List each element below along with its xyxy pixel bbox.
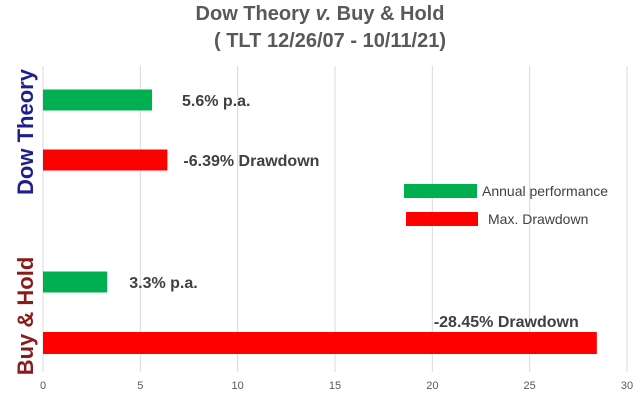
group-label-dow-theory: Dow Theory xyxy=(13,68,38,195)
x-tick-label-25: 25 xyxy=(524,380,536,392)
x-tick-label-0: 0 xyxy=(40,380,46,392)
legend-swatch-max-drawdown xyxy=(406,212,478,226)
x-tick-label-5: 5 xyxy=(137,380,143,392)
legend-label-max-drawdown: Max. Drawdown xyxy=(488,211,588,227)
data-label-3: -28.45% Drawdown xyxy=(434,314,579,331)
data-label-2: 3.3% p.a. xyxy=(129,275,197,292)
x-tick-label-30: 30 xyxy=(621,380,633,392)
x-axis-ticks: 0 5 10 15 20 25 30 xyxy=(40,380,633,392)
bar-2 xyxy=(43,271,108,293)
chart-title-line2: ( TLT 12/26/07 - 10/11/21) xyxy=(214,30,446,52)
x-tick-label-20: 20 xyxy=(426,380,438,392)
bar-3 xyxy=(43,332,597,354)
bar-0 xyxy=(43,89,153,111)
group-label-buy-and-hold: Buy & Hold xyxy=(13,257,38,376)
legend-label-annual-performance: Annual performance xyxy=(482,183,608,199)
chart-title-line1: Dow Theory v. Buy & Hold xyxy=(196,3,445,25)
x-tick-label-15: 15 xyxy=(329,380,341,392)
legend-swatch-annual-performance xyxy=(404,184,477,198)
bars xyxy=(43,89,597,354)
x-tick-label-10: 10 xyxy=(232,380,244,392)
data-labels: 5.6% p.a. -6.39% Drawdown 3.3% p.a. -28.45%… xyxy=(129,93,579,331)
data-label-0: 5.6% p.a. xyxy=(182,93,250,110)
legend: Annual performance Max. Drawdown xyxy=(404,183,608,227)
bar-1 xyxy=(43,149,168,171)
data-label-1: -6.39% Drawdown xyxy=(183,153,319,170)
